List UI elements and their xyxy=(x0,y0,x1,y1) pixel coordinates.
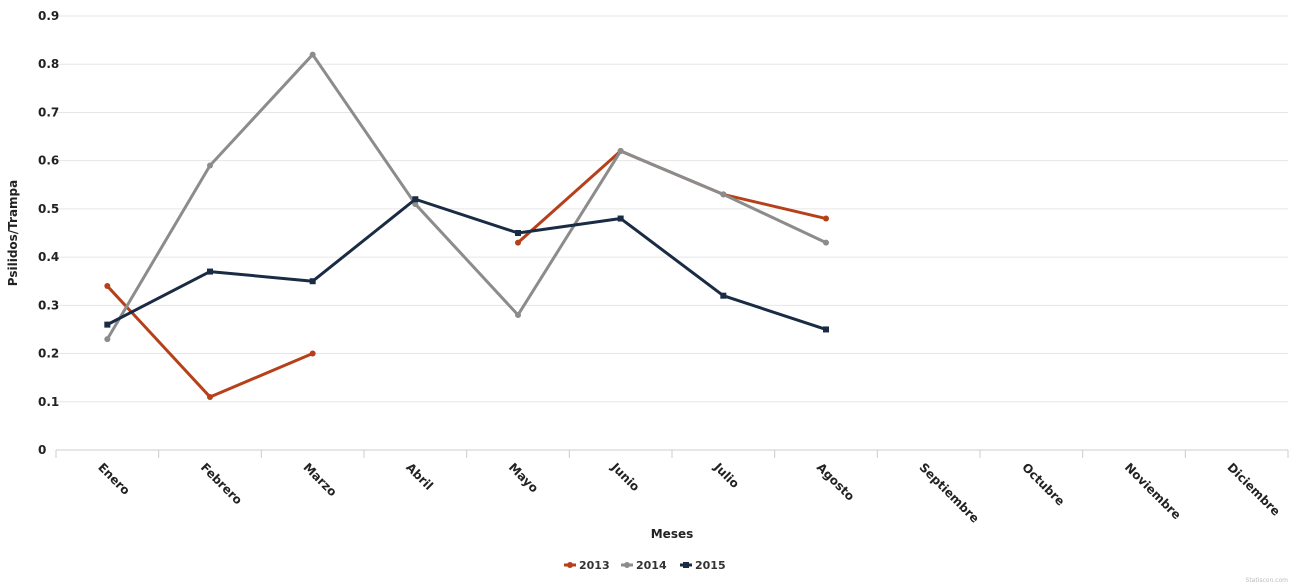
data-point[interactable] xyxy=(207,268,213,275)
x-tick-label: Enero xyxy=(95,460,133,498)
data-point[interactable] xyxy=(515,230,521,236)
legend-marker xyxy=(567,562,573,568)
x-tick-label: Agosto xyxy=(814,460,857,503)
data-point[interactable] xyxy=(823,215,829,222)
y-tick-label: 0 xyxy=(38,443,46,457)
legend-marker xyxy=(624,562,630,568)
x-tick-label: Septiembre xyxy=(917,460,982,525)
y-tick-label: 0.1 xyxy=(38,395,59,409)
data-point[interactable] xyxy=(515,311,521,318)
x-tick-label: Julio xyxy=(711,460,742,491)
x-tick-label: Mayo xyxy=(506,460,541,495)
data-point[interactable] xyxy=(207,162,213,169)
y-tick-labels: 0 0.1 0.2 0.3 0.4 0.5 0.6 0.7 0.8 0.9 xyxy=(38,9,59,457)
x-tick-label: Diciembre xyxy=(1225,460,1283,518)
x-axis-title: Meses xyxy=(651,527,694,541)
legend-item-2013[interactable]: 2013 xyxy=(564,559,610,572)
data-point[interactable] xyxy=(104,321,111,328)
x-tick-labels: Enero Febrero Marzo Abril Mayo Junio Julio Agos… xyxy=(95,460,1283,526)
series-2014 xyxy=(104,51,829,343)
x-tick-label: Noviembre xyxy=(1122,460,1184,522)
data-point[interactable] xyxy=(617,215,624,222)
legend-item-2014[interactable]: 2014 xyxy=(621,559,667,572)
data-point[interactable] xyxy=(617,148,624,155)
y-tick-label: 0.5 xyxy=(38,202,59,216)
data-point[interactable] xyxy=(309,51,316,58)
series-line xyxy=(106,285,314,399)
series-2013 xyxy=(104,148,829,400)
data-point[interactable] xyxy=(104,336,111,343)
y-tick-label: 0.8 xyxy=(38,57,59,71)
data-point[interactable] xyxy=(823,326,829,333)
y-tick-label: 0.6 xyxy=(38,154,59,168)
y-axis-title: Psilidos/Trampa xyxy=(6,180,20,287)
y-tick-label: 0.7 xyxy=(38,105,59,119)
y-tick-label: 0.9 xyxy=(38,9,59,23)
data-point[interactable] xyxy=(412,201,419,208)
data-point[interactable] xyxy=(412,196,419,203)
x-tick-label: Febrero xyxy=(198,460,245,507)
series-line xyxy=(106,197,827,331)
data-point[interactable] xyxy=(309,350,316,357)
x-axis xyxy=(55,449,1289,458)
series-line xyxy=(106,53,827,340)
legend-label: 2014 xyxy=(636,559,667,572)
x-tick-label: Marzo xyxy=(301,460,340,499)
legend-item-2015[interactable]: 2015 xyxy=(680,559,726,572)
y-tick-label: 0.4 xyxy=(38,250,59,264)
credit-text: Statiscon.com xyxy=(1246,577,1289,584)
x-tick-label: Junio xyxy=(608,460,643,495)
x-tick-label: Octubre xyxy=(1019,460,1067,508)
data-point[interactable] xyxy=(515,239,521,246)
data-point[interactable] xyxy=(823,239,829,246)
legend-marker xyxy=(683,562,689,568)
data-point[interactable] xyxy=(720,191,727,198)
x-tick-label: Abril xyxy=(403,460,436,493)
series-lines xyxy=(104,51,829,400)
data-point[interactable] xyxy=(207,393,213,400)
y-tick-label: 0.3 xyxy=(38,298,59,312)
legend[interactable]: 2013 2014 2015 xyxy=(564,559,726,572)
data-point[interactable] xyxy=(104,283,111,290)
series-2015 xyxy=(104,196,829,333)
data-point[interactable] xyxy=(309,278,316,285)
y-tick-label: 0.2 xyxy=(38,347,59,361)
legend-label: 2013 xyxy=(579,559,610,572)
legend-label: 2015 xyxy=(695,559,726,572)
data-point[interactable] xyxy=(720,292,727,299)
gridlines xyxy=(56,15,1288,403)
series-line xyxy=(517,149,827,244)
